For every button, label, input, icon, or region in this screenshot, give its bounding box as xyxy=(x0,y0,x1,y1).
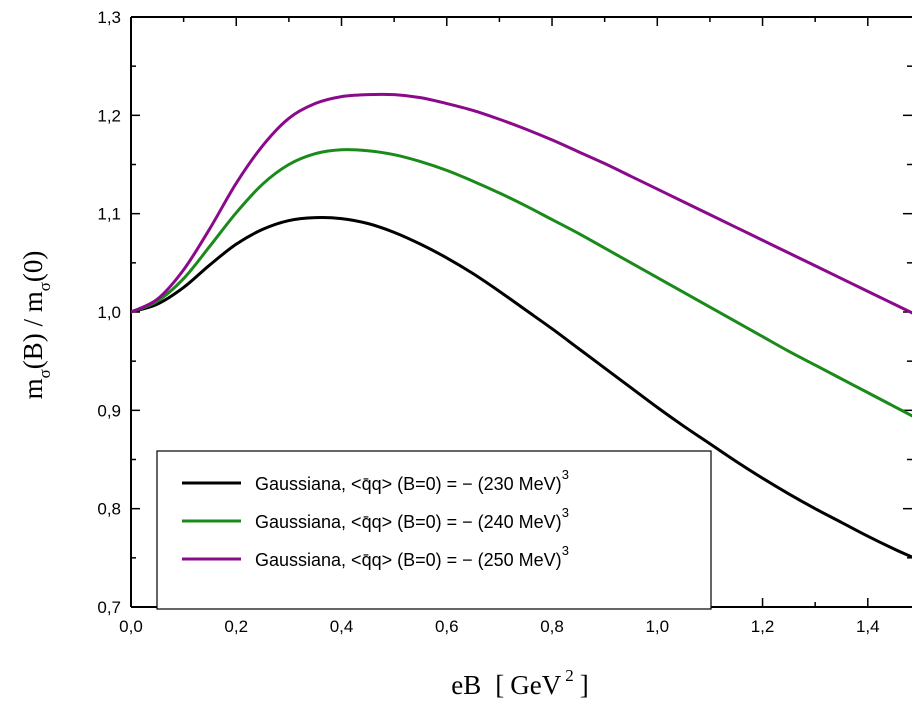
y-tick-label: 1,0 xyxy=(97,303,121,322)
y-axis-title: mσ(B) / mσ(0) xyxy=(18,251,54,400)
xlabel-unit-exp: 2 xyxy=(565,666,574,685)
y-tick-label: 1,1 xyxy=(97,205,121,224)
x-tick-label: 1,0 xyxy=(645,617,669,636)
y-tick-label: 0,9 xyxy=(97,401,121,420)
series-line-0 xyxy=(131,215,912,559)
x-tick-label: 0,6 xyxy=(435,617,459,636)
x-tick-label: 0,2 xyxy=(224,617,248,636)
legend-sup-250: 3 xyxy=(562,543,569,558)
ylabel-sub2: σ xyxy=(35,282,54,291)
x-tick-label: 1,2 xyxy=(751,617,775,636)
x-axis-title: eB [GeV 2] xyxy=(451,666,588,700)
xlabel-unit: GeV xyxy=(510,670,561,700)
x-tick-label: 0,8 xyxy=(540,617,564,636)
series-line-2 xyxy=(131,92,912,315)
tick-labels: 0,0 0,2 0,4 0,6 0,8 1,0 1,2 1,4 0,7 0,8 0,9 1,0 1,1 1… xyxy=(97,8,879,636)
ylabel-sub1: σ xyxy=(35,369,54,378)
x-tick-label: 0,4 xyxy=(330,617,354,636)
y-tick-label: 1,2 xyxy=(97,106,121,125)
legend-sup-230: 3 xyxy=(562,467,569,482)
ylabel-end: (0) xyxy=(18,251,48,282)
ylabel-m1: m xyxy=(18,378,48,399)
y-tick-label: 0,7 xyxy=(97,598,121,617)
legend-sup-240: 3 xyxy=(562,505,569,520)
series-layer xyxy=(131,92,912,559)
legend-label-250: Gaussiana, <q̄q> (B=0) = − (250 MeV)3 xyxy=(255,543,569,570)
legend-label-240: Gaussiana, <q̄q> (B=0) = − (240 MeV)3 xyxy=(255,505,569,532)
legend-text-240: Gaussiana, <q̄q> (B=0) = − (240 MeV) xyxy=(255,512,562,532)
xlabel-bracket-open: [ xyxy=(495,670,504,700)
xlabel-main: eB xyxy=(451,670,481,700)
legend-text-250: Gaussiana, <q̄q> (B=0) = − (250 MeV) xyxy=(255,550,562,570)
series-line-1 xyxy=(131,148,912,418)
legend-box xyxy=(156,450,712,610)
ylabel-mid: (B) / m xyxy=(18,291,48,369)
legend-text-230: Gaussiana, <q̄q> (B=0) = − (230 MeV) xyxy=(255,474,562,494)
y-tick-label: 1,3 xyxy=(97,8,121,27)
y-tick-label: 0,8 xyxy=(97,500,121,519)
xlabel-bracket-close: ] xyxy=(580,670,589,700)
x-tick-label: 0,0 xyxy=(119,617,143,636)
x-tick-label: 1,4 xyxy=(856,617,880,636)
legend: Gaussiana, <q̄q> (B=0) = − (230 MeV)3 Ga… xyxy=(156,450,712,610)
legend-label-230: Gaussiana, <q̄q> (B=0) = − (230 MeV)3 xyxy=(255,467,569,494)
